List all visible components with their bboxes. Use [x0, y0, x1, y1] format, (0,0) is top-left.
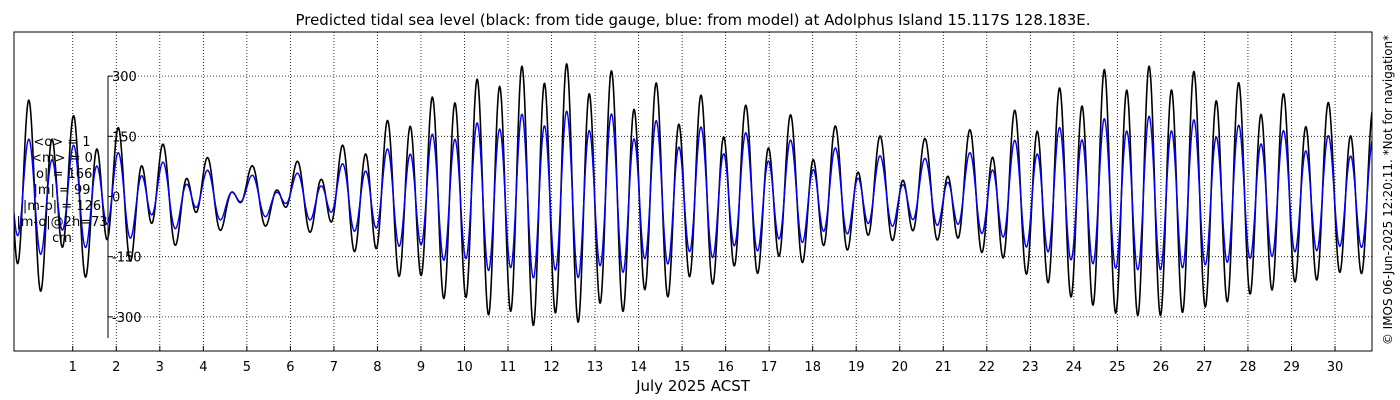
x-tick-label: 3: [156, 360, 164, 375]
stat-abs-diff-2h: |m-o|@2h=73: [16, 215, 107, 230]
y-tick-label: -300: [112, 311, 142, 326]
x-tick-label: 18: [804, 360, 821, 375]
y-tick-label: 300: [112, 70, 137, 85]
y-axis: 300 150 0 -150 -300: [107, 70, 142, 338]
x-tick-label: 7: [330, 360, 338, 375]
x-axis-label: July 2025 ACST: [635, 377, 751, 395]
x-tick-label: 28: [1240, 360, 1257, 375]
x-tick-label: 15: [674, 360, 691, 375]
series-gauge-line: [14, 63, 1372, 327]
x-tick-label: 23: [1022, 360, 1039, 375]
series-model-line: [14, 110, 1372, 279]
plot-frame: [13, 31, 1373, 352]
x-tick-label: 1: [69, 360, 77, 375]
stats-box: <o> = 1 <m> = 0 |o| = 166 |m| = 99 |m-o|…: [16, 135, 107, 246]
y-tick-label: -150: [112, 251, 142, 266]
x-tick-label: 29: [1283, 360, 1300, 375]
x-tick-label: 27: [1196, 360, 1213, 375]
x-tick-label: 2: [112, 360, 120, 375]
x-tick-label: 8: [373, 360, 381, 375]
x-tick-label: 22: [979, 360, 996, 375]
x-tick-label: 20: [891, 360, 908, 375]
stat-mean-observed: <o> = 1: [33, 135, 90, 150]
y-tick-label: 0: [112, 191, 120, 206]
series-layer: [14, 63, 1372, 327]
x-axis: 1 2 3 4 5 6 7 8 9 10 11 12 13 14 15 16 17 18 19 20 21 22 23 24 2…: [69, 346, 1344, 375]
x-tick-label: 10: [456, 360, 473, 375]
x-tick-label: 9: [417, 360, 425, 375]
x-tick-label: 14: [630, 360, 647, 375]
credit-note: © IMOS 06-Jun-2025 12:20:11. *Not for na…: [1381, 35, 1395, 345]
x-tick-label: 6: [286, 360, 294, 375]
x-tick-label: 26: [1153, 360, 1170, 375]
x-tick-label: 16: [717, 360, 734, 375]
y-tick-label: 150: [112, 130, 137, 145]
x-tick-label: 11: [500, 360, 517, 375]
x-tick-label: 30: [1327, 360, 1344, 375]
x-tick-label: 17: [761, 360, 778, 375]
x-tick-label: 5: [243, 360, 251, 375]
stat-mean-model: <m> = 0: [31, 151, 93, 166]
x-tick-label: 4: [199, 360, 207, 375]
x-tick-label: 12: [543, 360, 560, 375]
stat-abs-observed: |o| = 166: [32, 167, 93, 182]
stat-abs-model: |m| = 99: [33, 183, 90, 198]
x-tick-label: 19: [848, 360, 865, 375]
stat-unit: cm: [52, 231, 72, 246]
x-tick-label: 24: [1066, 360, 1083, 375]
x-tick-label: 13: [587, 360, 604, 375]
stat-abs-diff: |m-o| = 126: [23, 199, 101, 214]
x-tick-label: 21: [935, 360, 952, 375]
chart-title: Predicted tidal sea level (black: from t…: [295, 11, 1090, 29]
x-tick-label: 25: [1109, 360, 1126, 375]
